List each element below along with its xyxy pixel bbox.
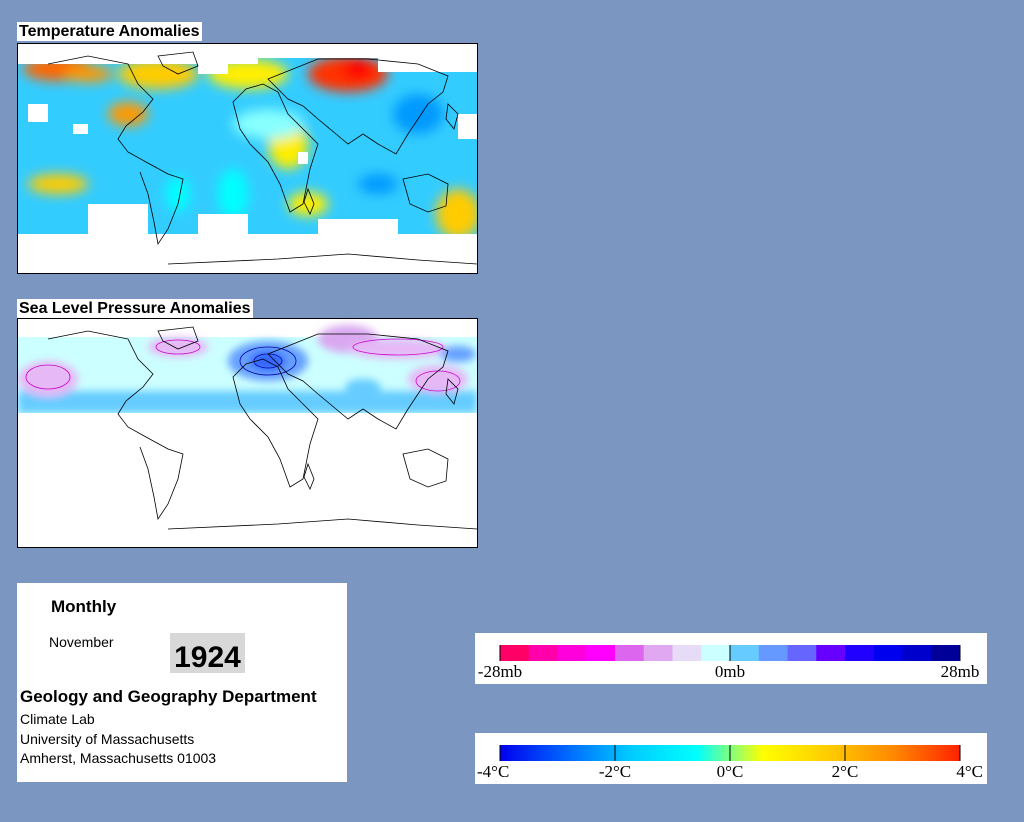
pressure-legend-swatch [758, 645, 788, 661]
month-label: November [49, 634, 114, 650]
pressure-legend-swatch [816, 645, 846, 661]
temperature-legend-label: -2°C [599, 762, 631, 781]
temperature-legend-label: -4°C [477, 762, 509, 781]
pressure-legend-swatch [787, 645, 817, 661]
pressure-legend-swatch [615, 645, 645, 661]
address-label: Amherst, Massachusetts 01003 [20, 750, 217, 766]
pressure-legend-swatch [931, 645, 961, 661]
pressure-legend-swatch [643, 645, 673, 661]
pressure-legend-label: 28mb [941, 662, 980, 681]
coastlines [47, 51, 477, 265]
temperature-anomaly-map [17, 43, 478, 274]
university-label: University of Massachusetts [20, 731, 195, 747]
pressure-contours [25, 338, 461, 392]
pressure-anomaly-map [17, 318, 478, 548]
pressure-legend-swatch [500, 645, 530, 661]
pressure-legend-swatch [845, 645, 875, 661]
pressure-legend-swatch [528, 645, 558, 661]
pressure-legend-swatch [701, 645, 731, 661]
department-label: Geology and Geography Department [20, 687, 317, 706]
pressure-legend-swatch [730, 645, 760, 661]
temperature-legend-label: 0°C [717, 762, 744, 781]
pressure-legend-swatch [557, 645, 587, 661]
pressure-panel-title: Sea Level Pressure Anomalies [17, 299, 253, 318]
pressure-legend: -28mb 0mb 28mb [475, 633, 987, 684]
temperature-legend-label: 4°C [956, 762, 983, 781]
pressure-legend-swatch [586, 645, 616, 661]
temperature-legend: -4°C -2°C 0°C 2°C 4°C [475, 733, 987, 784]
pressure-legend-swatch [672, 645, 702, 661]
year-label: 1924 [170, 633, 245, 674]
pressure-legend-label: -28mb [478, 662, 522, 681]
pressure-legend-label: 0mb [715, 662, 745, 681]
temperature-legend-label: 2°C [832, 762, 859, 781]
period-label: Monthly [51, 597, 117, 616]
coastlines [47, 326, 477, 530]
pressure-legend-swatch [873, 645, 903, 661]
missing-data [18, 44, 477, 273]
lab-label: Climate Lab [20, 711, 95, 727]
info-panel: Monthly November 1924 Geology and Geogra… [17, 583, 347, 782]
pressure-legend-swatch [902, 645, 932, 661]
temperature-panel-title: Temperature Anomalies [17, 22, 202, 41]
